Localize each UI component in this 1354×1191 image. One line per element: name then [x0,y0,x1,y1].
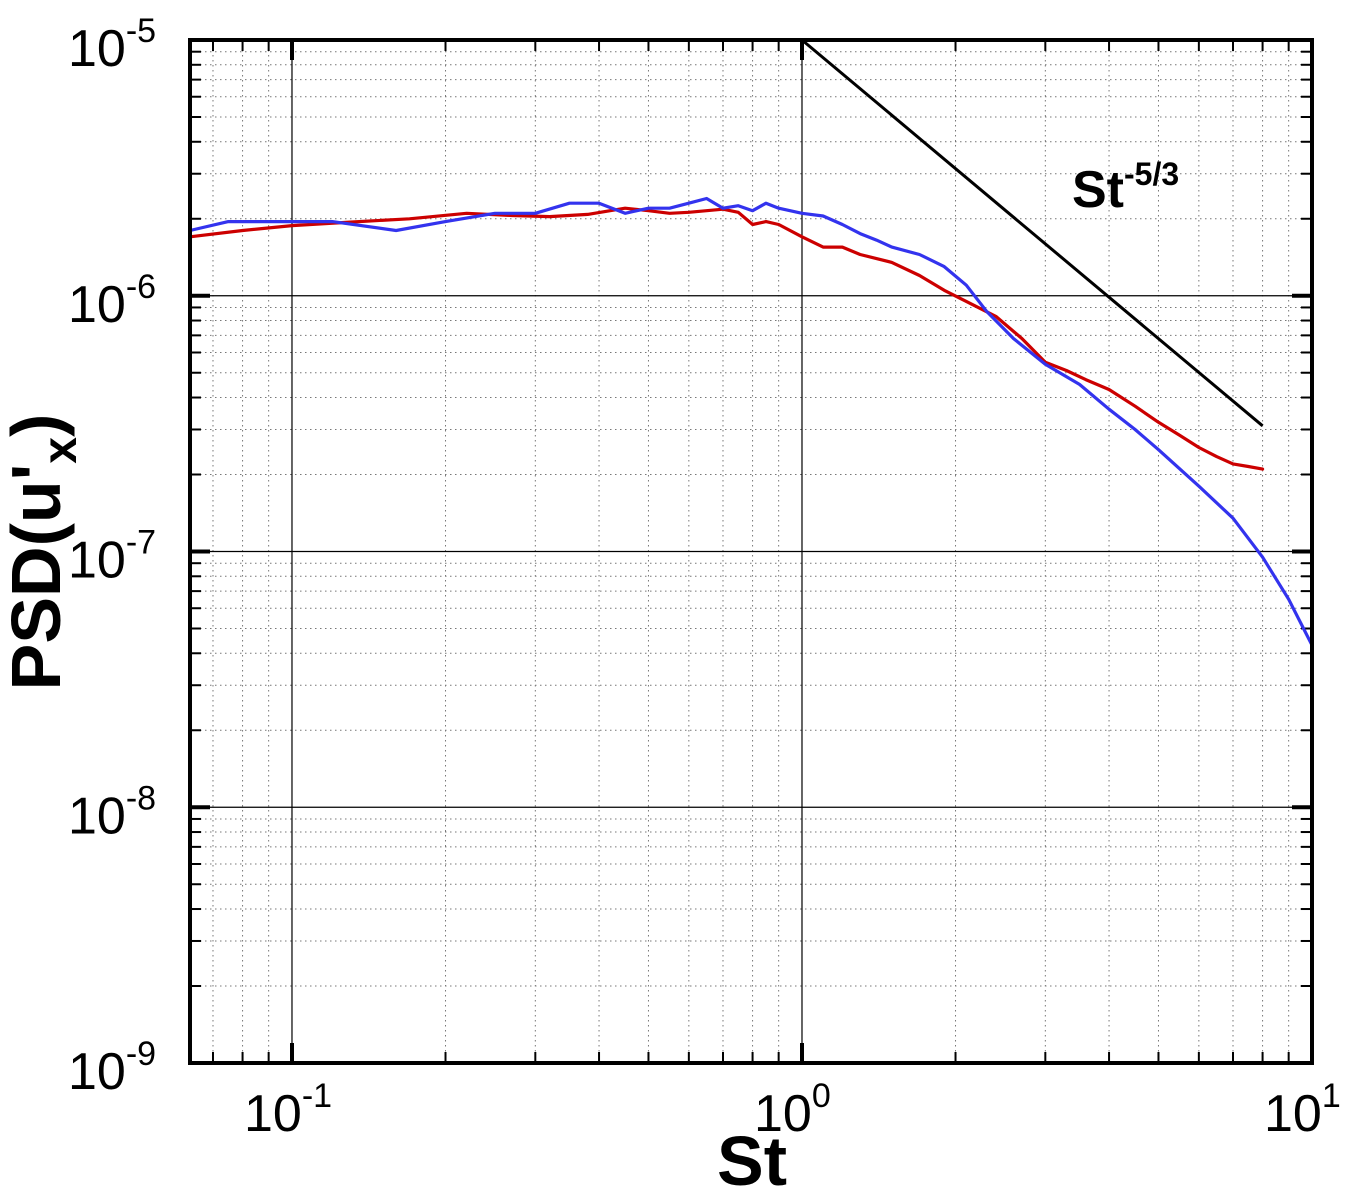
y-axis-label-main: PSD(u' [0,464,75,691]
y-tick-exponent: -8 [126,779,156,817]
y-tick-base: 10 [68,1043,126,1101]
x-tick-base: 10 [754,1085,812,1143]
reference-slope-line [801,38,1264,427]
x-tick-label: 101 [1264,1077,1341,1143]
y-axis-label-close: ) [0,414,75,437]
y-tick-label: 10-6 [68,268,156,334]
y-tick-exponent: -9 [126,1035,156,1073]
x-tick-base: 10 [1264,1085,1322,1143]
y-axis-label: PSD(u'x) [0,414,87,691]
y-tick-base: 10 [68,276,126,334]
reference-label-base: St [1072,161,1124,219]
y-tick-label: 10-9 [68,1035,156,1101]
series-lines [188,196,1314,647]
y-tick-exponent: -5 [126,12,156,50]
x-tick-exponent: 0 [812,1077,831,1115]
reference-label: St-5/3 [1072,156,1179,219]
y-tick-exponent: -6 [126,268,156,306]
x-tick-label: 10-1 [244,1077,332,1143]
x-tick-exponent: -1 [302,1077,332,1115]
y-tick-base: 10 [68,532,126,590]
plot-frame [188,38,1314,1065]
y-tick-base: 10 [68,787,126,845]
series-line-1 [188,206,1265,471]
x-tick-label: 100 [754,1077,831,1143]
y-axis-label-subscript: x [34,437,87,464]
y-tick-label: 10-8 [68,779,156,845]
x-axis-label: St [717,1122,787,1191]
y-tick-label: 10-5 [68,12,156,78]
major-grid [190,40,1312,1064]
reference-label-exponent: -5/3 [1124,156,1179,192]
series-line-2 [188,196,1314,647]
y-tick-label: 10-7 [68,524,156,590]
y-tick-exponent: -7 [126,524,156,562]
y-tick-base: 10 [68,20,126,78]
x-tick-base: 10 [244,1085,302,1143]
reference-slope [801,38,1264,427]
x-tick-exponent: 1 [1322,1077,1341,1115]
